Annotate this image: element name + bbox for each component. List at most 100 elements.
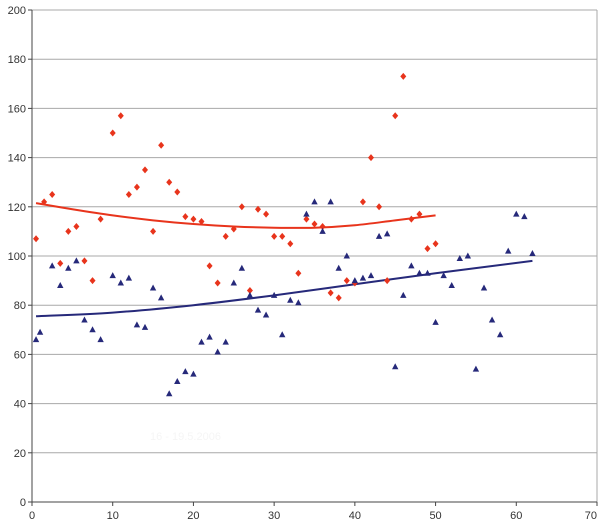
y-tick-label: 160	[8, 103, 26, 115]
point-diamond	[49, 191, 56, 198]
y-tick-label: 200	[8, 5, 26, 17]
point-triangle	[303, 210, 310, 217]
point-triangle	[65, 264, 72, 271]
point-triangle	[311, 198, 318, 205]
x-tick-label: 60	[510, 510, 522, 522]
point-diamond	[133, 183, 140, 191]
y-tick-label: 100	[8, 251, 26, 263]
y-tick-label: 80	[14, 300, 26, 312]
y-tick-label: 0	[20, 497, 26, 509]
point-triangle	[198, 338, 205, 345]
point-diamond	[174, 188, 181, 196]
point-triangle	[496, 331, 504, 338]
point-triangle	[448, 282, 455, 289]
x-tick-label: 50	[429, 510, 441, 522]
y-tick-label: 180	[8, 54, 26, 66]
point-diamond	[125, 191, 132, 198]
point-diamond	[182, 213, 189, 221]
point-diamond	[89, 277, 96, 285]
point-triangle	[81, 316, 88, 323]
point-triangle	[182, 368, 189, 375]
point-triangle	[488, 316, 496, 323]
point-diamond	[263, 210, 270, 218]
point-diamond	[287, 240, 294, 248]
point-triangle	[36, 328, 44, 335]
point-triangle	[89, 326, 96, 333]
point-triangle	[472, 365, 480, 372]
x-tick-label: 0	[29, 510, 35, 522]
point-triangle	[141, 323, 149, 330]
point-diamond	[303, 215, 310, 223]
point-diamond	[222, 232, 229, 240]
point-diamond	[295, 269, 302, 277]
watermark-text: 16 - 19.5.2006	[150, 431, 221, 443]
point-triangle	[117, 279, 124, 286]
y-tick-label: 20	[14, 448, 26, 460]
point-diamond	[198, 218, 205, 226]
point-triangle	[480, 284, 488, 291]
point-diamond	[158, 141, 165, 149]
point-diamond	[424, 245, 431, 253]
x-tick-label: 40	[349, 510, 361, 522]
point-triangle	[432, 318, 439, 325]
x-tick-label: 70	[585, 510, 597, 522]
axes: 0 20 40 60 80 100 120 140 160 180 200 0 10 20 30 40 50 60…	[8, 5, 598, 522]
point-triangle	[375, 232, 383, 239]
point-diamond	[166, 178, 173, 186]
point-diamond	[150, 227, 157, 235]
point-diamond	[416, 210, 423, 218]
point-diamond	[400, 72, 407, 80]
point-triangle	[32, 336, 40, 343]
point-triangle	[206, 333, 213, 340]
point-diamond	[327, 289, 334, 297]
point-diamond	[359, 198, 366, 206]
point-diamond	[335, 294, 342, 302]
point-triangle	[295, 299, 302, 306]
point-diamond	[190, 215, 197, 223]
point-diamond	[214, 279, 221, 287]
point-triangle	[287, 296, 294, 303]
point-triangle	[270, 291, 278, 298]
point-triangle	[529, 250, 536, 257]
point-diamond	[73, 222, 80, 230]
point-triangle	[262, 311, 270, 318]
point-triangle	[521, 213, 528, 220]
point-diamond	[255, 205, 261, 213]
point-triangle	[254, 306, 262, 313]
y-tick-label: 40	[14, 399, 26, 411]
point-diamond	[81, 257, 88, 265]
point-diamond	[432, 240, 439, 248]
point-diamond	[97, 215, 104, 223]
point-triangle	[513, 210, 520, 217]
data-points	[32, 72, 536, 397]
point-triangle	[408, 262, 415, 269]
point-triangle	[400, 291, 407, 298]
point-diamond	[142, 166, 148, 174]
point-triangle	[166, 390, 173, 397]
point-triangle	[392, 363, 399, 370]
point-diamond	[319, 222, 326, 230]
point-triangle	[279, 331, 286, 338]
point-triangle	[319, 227, 326, 234]
point-diamond	[57, 259, 64, 267]
point-triangle	[109, 272, 116, 279]
point-triangle	[214, 348, 221, 355]
point-triangle	[190, 370, 197, 377]
point-triangle	[149, 284, 157, 291]
x-tick-label: 30	[268, 510, 280, 522]
x-tick-label: 20	[187, 510, 199, 522]
point-triangle	[335, 264, 342, 271]
point-diamond	[238, 203, 245, 211]
point-triangle	[57, 282, 64, 289]
point-diamond	[41, 198, 48, 206]
point-triangle	[456, 254, 463, 261]
y-tick-label: 140	[8, 153, 26, 165]
point-triangle	[440, 272, 447, 279]
point-triangle	[238, 264, 246, 271]
point-triangle	[48, 262, 56, 269]
y-tick-label: 120	[8, 202, 26, 214]
point-triangle	[424, 269, 431, 276]
point-triangle	[383, 230, 391, 237]
point-diamond	[384, 277, 391, 285]
